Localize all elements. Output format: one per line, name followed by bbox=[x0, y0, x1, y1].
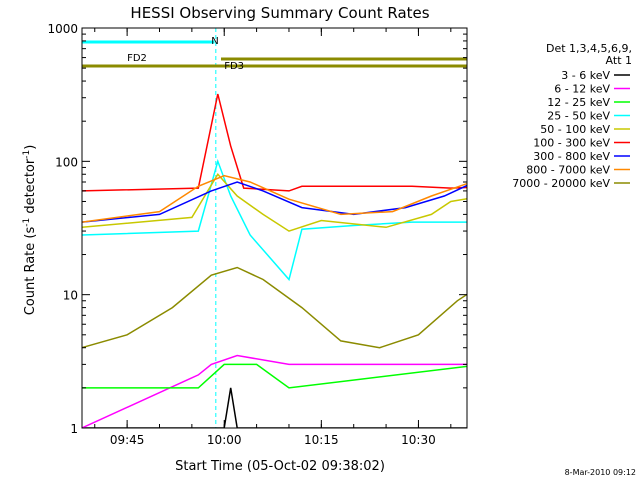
x-tick-label: 10:00 bbox=[207, 433, 242, 447]
legend-label-2: 6 - 12 keV bbox=[554, 83, 610, 96]
y-axis-label: Count Rate (s-1 detector-1) bbox=[22, 145, 38, 316]
legend-label-4: 25 - 50 keV bbox=[547, 110, 610, 123]
legend-label-1: 3 - 6 keV bbox=[561, 69, 610, 82]
series-line-9 bbox=[82, 266, 467, 349]
legend-label-9: 7000 - 20000 keV bbox=[512, 177, 610, 190]
legend-label-3: 12 - 25 keV bbox=[547, 96, 610, 109]
footer-timestamp: 8-Mar-2010 09:12 bbox=[565, 468, 636, 477]
series-line-6 bbox=[82, 93, 467, 192]
y-tick-label: 1 bbox=[70, 422, 78, 436]
y-tick-label: 1000 bbox=[47, 22, 78, 36]
x-axis-label: Start Time (05-Oct-02 09:38:02) bbox=[175, 459, 385, 474]
series-line-2 bbox=[82, 354, 467, 428]
x-tick-label: 10:15 bbox=[304, 433, 339, 447]
legend-header-1: Det 1,3,4,5,6,9, bbox=[546, 42, 632, 55]
x-tick-label: 10:30 bbox=[401, 433, 436, 447]
plot-area: N FD2 FD3 F bbox=[82, 28, 502, 428]
chart-title: HESSI Observing Summary Count Rates bbox=[130, 4, 429, 22]
series-line-1 bbox=[82, 387, 467, 428]
plot-frame bbox=[81, 27, 468, 429]
y-axis: 1 10 100 1000 bbox=[47, 22, 467, 436]
series-line-5 bbox=[82, 173, 467, 232]
series-line-8 bbox=[82, 174, 467, 223]
y-tick-label: 10 bbox=[63, 289, 78, 303]
annotation-label-fd2: FD2 bbox=[127, 53, 147, 64]
legend-label-7: 300 - 800 keV bbox=[533, 150, 610, 163]
legend-header-2: Att 1 bbox=[606, 54, 632, 67]
legend-label-6: 100 - 300 keV bbox=[533, 137, 610, 150]
annotation-label-n: N bbox=[211, 36, 218, 47]
x-tick-label: 09:45 bbox=[110, 433, 145, 447]
annotation-label-f: F bbox=[496, 44, 502, 55]
legend-label-8: 800 - 7000 keV bbox=[526, 164, 610, 177]
series-line-4 bbox=[82, 158, 467, 282]
series-line-7 bbox=[82, 181, 467, 223]
y-tick-label: 100 bbox=[55, 155, 78, 169]
annotation-label-fd3: FD3 bbox=[224, 61, 244, 72]
x-axis: 09:45 10:00 10:15 10:30 bbox=[94, 28, 452, 447]
series-line-3 bbox=[82, 363, 467, 389]
legend-label-5: 50 - 100 keV bbox=[540, 123, 610, 136]
